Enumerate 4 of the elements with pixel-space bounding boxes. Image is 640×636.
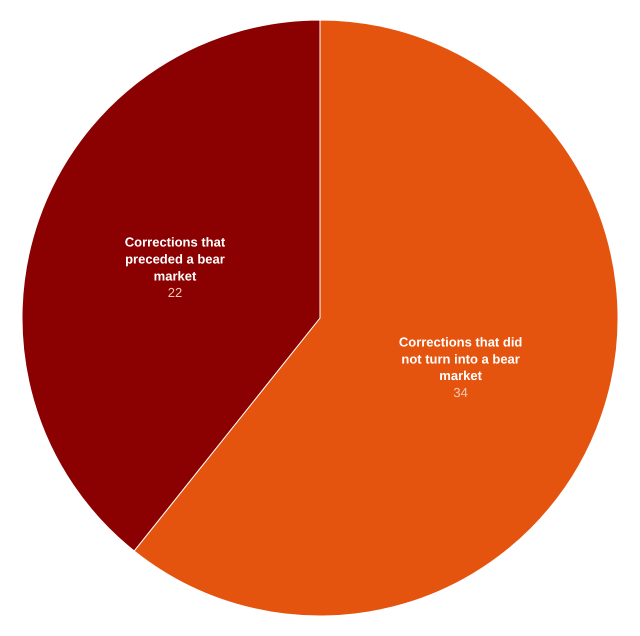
data-label: 34 [453, 385, 468, 400]
slice-label: Corrections that preceded a bear market [124, 234, 226, 284]
data-label: 22 [168, 285, 182, 300]
slice-label: Corrections that did not turn into a bear market [398, 334, 522, 384]
